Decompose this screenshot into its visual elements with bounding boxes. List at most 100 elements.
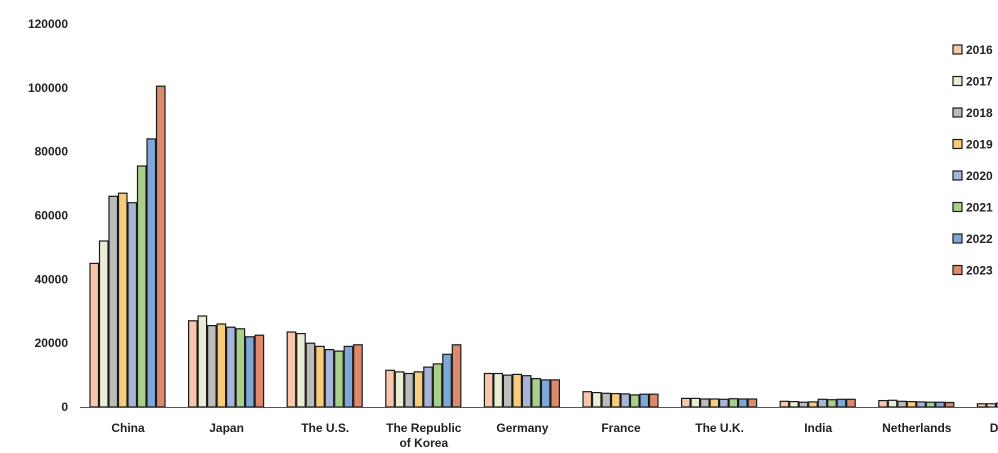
bar (117, 192, 128, 408)
bar (413, 371, 424, 408)
bar (483, 372, 494, 408)
bar (207, 325, 217, 408)
bar (897, 400, 907, 408)
bar (305, 342, 316, 408)
bar (394, 371, 405, 408)
bar (502, 374, 513, 408)
bar (680, 397, 691, 408)
bar (986, 403, 997, 408)
bar (648, 393, 659, 408)
legend-label: 2017 (966, 75, 993, 89)
legend-swatch (952, 44, 963, 55)
bar (296, 333, 306, 408)
bar (995, 402, 998, 408)
bar (404, 372, 414, 408)
category-label: Japan (209, 421, 244, 435)
category-label: The U.S. (301, 421, 349, 435)
category-label: India (804, 421, 832, 435)
bar (591, 392, 602, 408)
bar (334, 350, 344, 408)
bar (817, 398, 828, 408)
bar (709, 398, 720, 408)
bar (601, 392, 612, 408)
bar (254, 334, 265, 408)
bar (540, 379, 551, 408)
bar (639, 393, 650, 408)
bar (521, 375, 532, 408)
y-tick-label: 120000 (28, 17, 68, 31)
bar (108, 195, 119, 408)
bar (136, 165, 147, 408)
bar (146, 138, 157, 408)
legend-label: 2016 (966, 43, 993, 57)
category-label: The U.K. (695, 421, 744, 435)
y-tick-label: 60000 (35, 209, 69, 223)
bar (836, 398, 847, 408)
bar (245, 336, 255, 408)
category-label: France (601, 421, 641, 435)
bar (846, 398, 856, 408)
legend-swatch (952, 170, 963, 181)
legend-label: 2021 (966, 201, 993, 215)
bar (728, 398, 739, 408)
category-label: Netherlands (882, 421, 952, 435)
legend-swatch (952, 138, 963, 150)
bar (690, 397, 701, 408)
bar (127, 202, 138, 408)
bar (827, 399, 837, 408)
bar (808, 401, 818, 408)
y-tick-label: 20000 (35, 336, 69, 350)
legend-label: 2020 (966, 169, 993, 183)
bar (315, 345, 325, 408)
bar (493, 372, 503, 408)
bar (385, 369, 395, 408)
bar (442, 353, 452, 408)
bar (451, 344, 462, 408)
category-label: Denmark (990, 421, 998, 435)
y-tick-label: 80000 (35, 145, 69, 159)
bar (98, 240, 109, 408)
legend-label: 2019 (966, 138, 993, 152)
category-label: Germany (496, 421, 548, 435)
bar (935, 401, 945, 408)
bar (789, 401, 799, 408)
legend-label: 2022 (966, 232, 993, 246)
bar (343, 345, 354, 408)
legend-label: 2018 (966, 106, 993, 120)
y-tick-label: 100000 (28, 81, 68, 95)
legend-swatch (952, 264, 963, 276)
bar (944, 401, 955, 408)
bar (798, 401, 809, 408)
bar (878, 400, 888, 408)
legend-swatch (952, 107, 963, 118)
bar (916, 401, 926, 408)
bar (216, 323, 227, 408)
bar (512, 373, 523, 408)
bar (887, 399, 898, 408)
bar (423, 366, 433, 408)
bar (353, 344, 363, 408)
category-label: China (111, 421, 145, 435)
legend-swatch (952, 75, 963, 87)
bar (747, 398, 758, 408)
bar (718, 398, 729, 408)
category-label: of Korea (399, 436, 448, 450)
bar (737, 398, 748, 408)
bar (610, 393, 621, 408)
category-label: The Republic (386, 421, 462, 435)
bar (531, 378, 542, 408)
bar (188, 320, 198, 408)
bar (155, 85, 166, 408)
legend-swatch (952, 201, 963, 213)
bar (779, 400, 790, 408)
bar (620, 393, 631, 408)
bar (235, 328, 246, 408)
legend-label: 2023 (966, 264, 993, 278)
bar (925, 401, 936, 408)
bar (976, 403, 987, 408)
bar (89, 262, 100, 408)
legend-swatch (952, 233, 963, 244)
bar (197, 315, 208, 408)
